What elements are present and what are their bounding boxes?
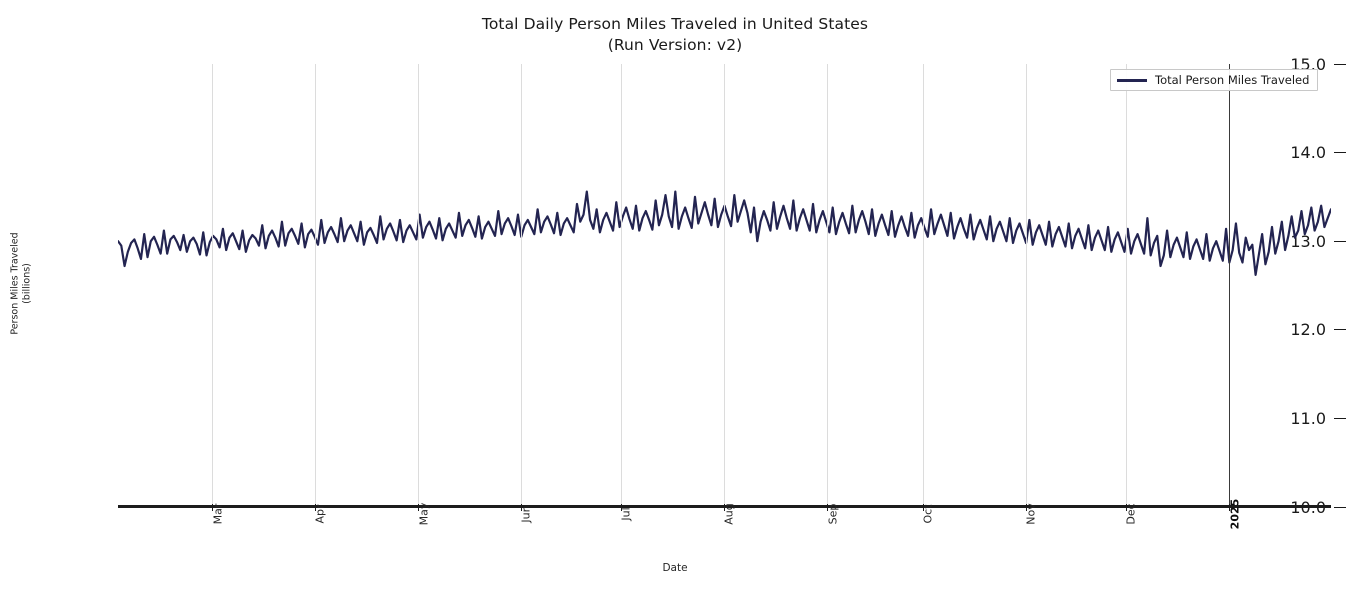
y-tick-13-0: 13.0 (1232, 230, 1350, 252)
x-tick-mark (417, 504, 419, 511)
y-tick-mark (1334, 240, 1346, 242)
x-tick-label-wrap: Nov (986, 503, 1066, 528)
y-tick-12-0: 12.0 (1232, 319, 1350, 341)
gridline-2025 (1229, 64, 1230, 507)
x-tick-label: Mar (210, 503, 224, 525)
y-tick-label: 13.0 (1290, 231, 1326, 251)
x-tick-mark (314, 504, 316, 511)
x-tick-label: Aug (722, 503, 736, 525)
chart-title: Total Daily Person Miles Traveled in Uni… (0, 14, 1350, 56)
x-tick-label: Dec (1124, 503, 1138, 525)
gridline-may (418, 64, 419, 507)
x-tick-label: May (417, 502, 430, 526)
legend-swatch-total-person-miles-traveled (1117, 78, 1147, 82)
y-tick-label: 12.0 (1290, 320, 1326, 340)
gridline-sep (827, 64, 828, 507)
legend-label-total-person-miles-traveled: Total Person Miles Traveled (1155, 73, 1310, 87)
y-tick-label: 14.0 (1290, 143, 1326, 163)
x-tick-label-wrap: May (378, 503, 458, 528)
x-tick-mark (1025, 504, 1027, 511)
x-tick-label-wrap: Aug (684, 503, 764, 528)
y-tick-mark (1334, 417, 1346, 419)
x-tick-label-wrap: Apr (275, 504, 355, 528)
y-tick-label: 15.0 (1290, 54, 1326, 74)
chart-legend[interactable]: Total Person Miles Traveled (1110, 69, 1319, 91)
x-tick-label: Jul (620, 507, 633, 521)
y-tick-mark (1334, 63, 1346, 65)
plot-area (118, 64, 1331, 507)
y-tick-label: 11.0 (1290, 408, 1326, 428)
y-tick-15-0: 15.0 (1232, 53, 1350, 75)
y-axis-label-line1: Person Miles Traveled (9, 232, 21, 335)
gridline-oct (923, 64, 924, 507)
x-tick-label-wrap: Dec (1086, 503, 1166, 528)
x-tick-mark (1125, 504, 1127, 511)
y-axis-label: Person Miles Traveled (billions) (4, 60, 38, 507)
gridline-mar (212, 64, 213, 507)
gridline-nov (1026, 64, 1027, 507)
y-tick-11-0: 11.0 (1232, 407, 1350, 429)
gridline-dec (1126, 64, 1127, 507)
x-axis-spine (118, 505, 1331, 508)
x-tick-label-wrap: Mar (172, 504, 252, 528)
x-tick-label: 2025 (1228, 498, 1241, 530)
y-axis-label-line2: (billions) (21, 263, 33, 304)
gridline-jul (621, 64, 622, 507)
x-tick-mark (520, 504, 522, 511)
x-tick-mark (620, 504, 622, 511)
x-tick-label-wrap: 2025 (1189, 499, 1269, 530)
gridline-aug (724, 64, 725, 507)
x-tick-label-wrap: Jul (581, 507, 661, 528)
y-tick-mark (1334, 329, 1346, 331)
y-tick-mark (1334, 506, 1346, 508)
y-tick-14-0: 14.0 (1232, 142, 1350, 164)
x-tick-mark (723, 504, 725, 511)
x-tick-mark (922, 504, 924, 511)
x-tick-label-wrap: Oct (883, 504, 963, 528)
x-tick-mark (1228, 504, 1230, 511)
x-tick-label-wrap: Jun (481, 505, 561, 528)
chart-subtitle: (Run Version: v2) (607, 36, 743, 54)
y-tick-mark (1334, 152, 1346, 154)
gridline-apr (315, 64, 316, 507)
x-tick-label: Nov (1025, 503, 1038, 525)
x-tick-mark (826, 504, 828, 511)
x-axis-label: Date (662, 562, 688, 574)
x-tick-label: Apr (314, 504, 327, 524)
x-tick-label: Oct (922, 504, 935, 524)
x-tick-mark (211, 504, 213, 511)
x-tick-label: Sep (825, 503, 839, 525)
x-tick-label-wrap: Sep (787, 504, 867, 528)
chart-title-main: Total Daily Person Miles Traveled in Uni… (481, 15, 869, 33)
x-tick-label: Jun (520, 505, 533, 523)
gridline-jun (521, 64, 522, 507)
